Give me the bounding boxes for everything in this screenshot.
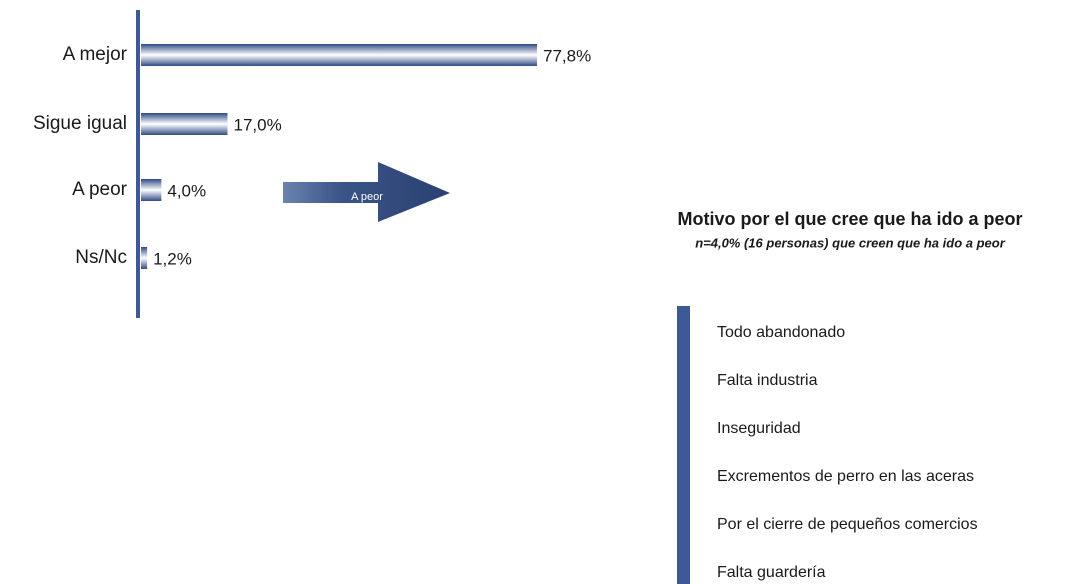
category-label: Inseguridad (717, 420, 801, 437)
category-label: Todo abandonado (717, 324, 845, 341)
value-label: 4,0% (167, 181, 206, 200)
category-label: Excrementos de perro en las aceras (717, 468, 974, 485)
bar (141, 44, 538, 66)
category-label: Falta industria (717, 372, 818, 389)
category-label: Sigue igual (33, 113, 127, 134)
value-label: 77,8% (543, 46, 591, 65)
category-label: Por el cierre de pequeños comercios (717, 516, 978, 533)
category-label: Falta guardería (717, 564, 826, 581)
value-label: 1,2% (153, 249, 192, 268)
category-label: A peor (72, 179, 128, 200)
arrow-label: A peor (351, 191, 383, 203)
bar (141, 247, 148, 269)
chart-title: Motivo por el que cree que ha ido a peor (677, 209, 1022, 229)
category-label: A mejor (63, 44, 128, 65)
value-label: 17,0% (234, 115, 282, 134)
category-label: Ns/Nc (75, 247, 127, 268)
arrow (283, 162, 450, 222)
axis-line (136, 10, 140, 318)
bar (141, 179, 162, 201)
bar (141, 113, 228, 135)
chart-subtitle: n=4,0% (16 personas) que creen que ha id… (695, 235, 1006, 250)
axis-line (677, 306, 690, 584)
